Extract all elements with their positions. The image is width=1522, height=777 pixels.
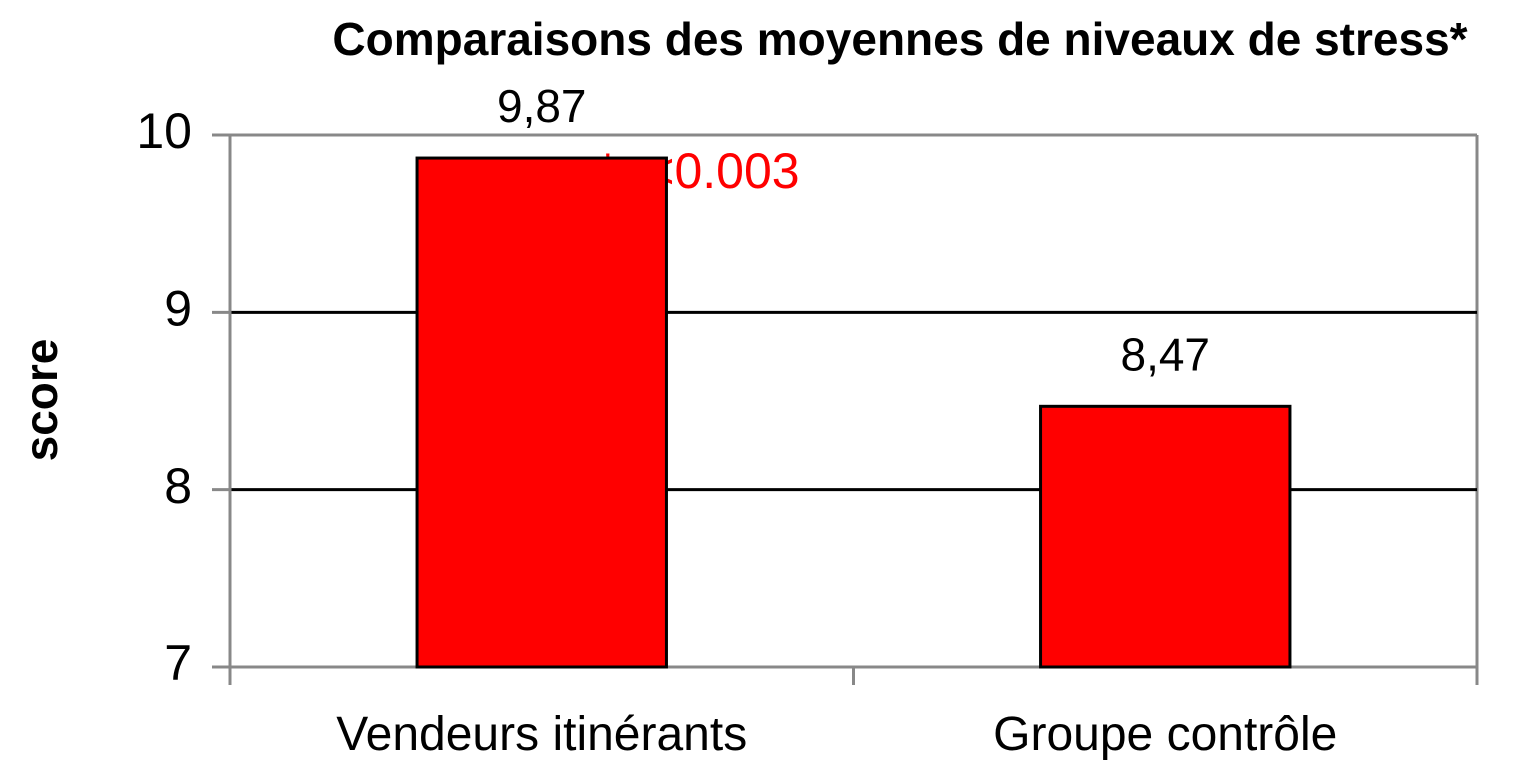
bar bbox=[1039, 404, 1292, 669]
value-label: 8,47 bbox=[1120, 328, 1210, 380]
y-tick-label: 7 bbox=[164, 635, 192, 691]
y-axis-label: score bbox=[15, 339, 67, 462]
y-tick-label: 9 bbox=[164, 281, 192, 337]
bar bbox=[415, 156, 668, 669]
x-tick-label: Groupe contrôle bbox=[993, 708, 1337, 761]
y-tick-label: 10 bbox=[136, 103, 192, 159]
value-label: 9,87 bbox=[497, 80, 587, 132]
chart-title: Comparaisons des moyennes de niveaux de … bbox=[332, 13, 1468, 65]
x-tick-label: Vendeurs itinérants bbox=[336, 708, 747, 761]
y-tick-label: 8 bbox=[164, 458, 192, 514]
